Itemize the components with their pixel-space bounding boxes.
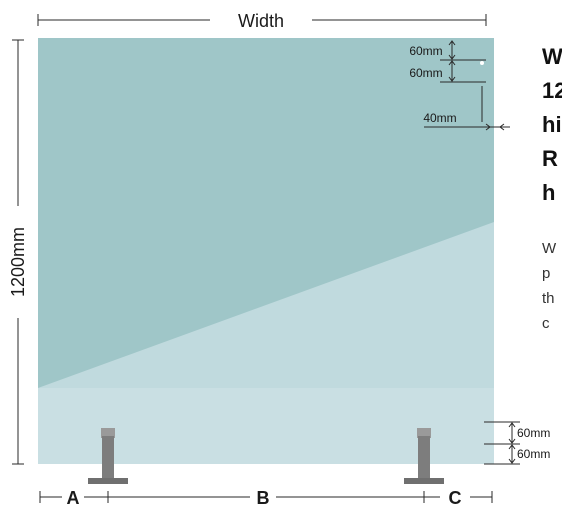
post-right-shaft xyxy=(418,436,430,478)
bottom-offset-markers xyxy=(484,421,520,465)
post-left-clamp xyxy=(101,428,115,438)
width-dimension xyxy=(37,14,487,26)
side-offset-label: 40mm xyxy=(423,111,456,125)
segment-dimension xyxy=(39,491,493,503)
side-heading-line: R xyxy=(542,146,558,171)
side-heading-line: W xyxy=(542,44,562,69)
side-heading-line: h xyxy=(542,180,556,205)
side-body-line: c xyxy=(542,315,550,332)
side-body-text: W p th c xyxy=(542,236,562,336)
post-right xyxy=(404,428,444,484)
width-label: Width xyxy=(238,11,284,31)
post-left-shaft xyxy=(102,436,114,478)
height-dimension xyxy=(12,39,24,465)
side-heading: W 12 hi R h xyxy=(542,40,562,210)
segment-a-label: A xyxy=(67,488,80,508)
bottom-offset-label-2: 60mm xyxy=(517,447,550,461)
bottom-offset-label-1: 60mm xyxy=(517,426,550,440)
post-left-base xyxy=(88,478,128,484)
side-body-line: p xyxy=(542,265,551,282)
top-offset-markers xyxy=(424,40,510,131)
top-offset-label-2: 60mm xyxy=(409,66,442,80)
hole-marker xyxy=(480,61,484,65)
side-heading-line: hi xyxy=(542,112,562,137)
height-label: 1200mm xyxy=(8,227,28,297)
side-heading-line: 12 xyxy=(542,78,562,103)
post-right-clamp xyxy=(417,428,431,438)
post-left xyxy=(88,428,128,484)
side-body-line: th xyxy=(542,290,555,307)
post-right-base xyxy=(404,478,444,484)
top-offset-label-1: 60mm xyxy=(409,44,442,58)
segment-b-label: B xyxy=(257,488,270,508)
segment-c-label: C xyxy=(449,488,462,508)
glass-panel xyxy=(38,38,494,464)
side-body-line: W xyxy=(542,240,557,257)
